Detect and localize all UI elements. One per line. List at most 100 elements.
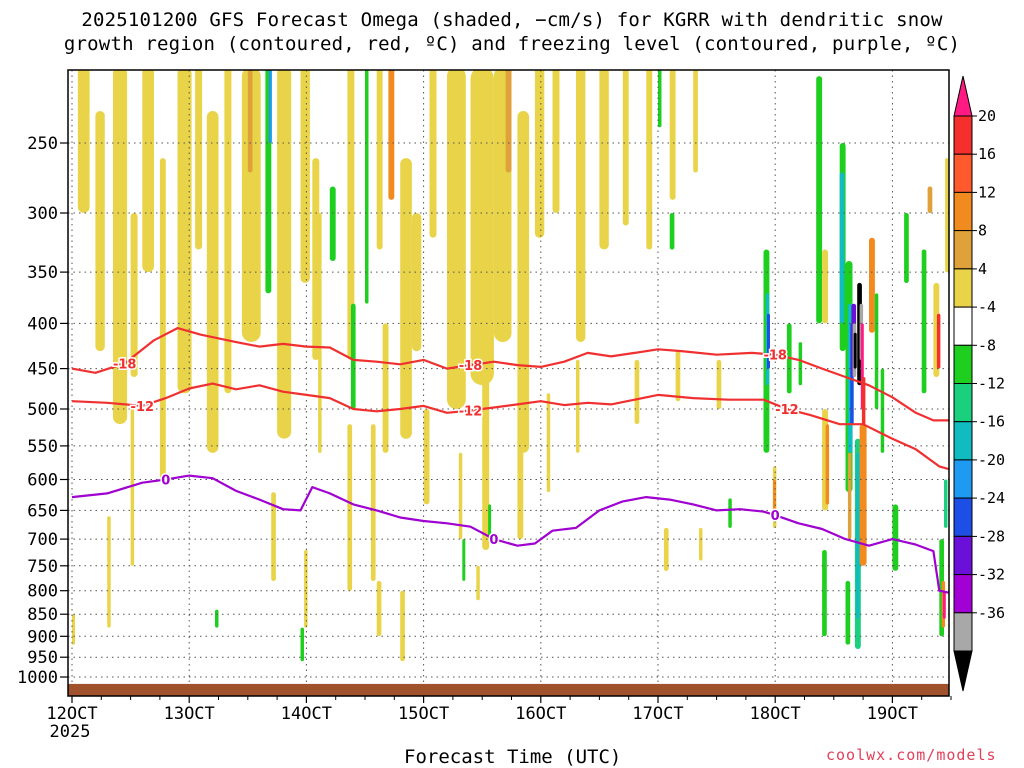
- omega-shade-cell: [534, 70, 545, 238]
- x-tick-label: 16OCT: [515, 704, 566, 724]
- omega-shade-cell: [300, 627, 304, 662]
- omega-shade-cell: [859, 424, 867, 566]
- omega-shade-cell: [482, 351, 490, 550]
- x-tick-label: 14OCT: [281, 704, 332, 724]
- omega-shade-cell: [716, 359, 722, 409]
- omega-shade-cell: [142, 70, 154, 273]
- colorbar-label: 20: [978, 107, 996, 125]
- contour-line: [71, 327, 949, 422]
- y-tick-label: 1000: [17, 668, 58, 688]
- omega-shade-cell: [669, 213, 675, 250]
- omega-shade-cell: [462, 539, 466, 581]
- x-tick-label: 18OCT: [750, 704, 801, 724]
- colorbar-swatch: [953, 191, 973, 232]
- colorbar-label: -8: [978, 336, 996, 354]
- omega-shade-cell: [845, 580, 851, 645]
- omega-shade-cell: [874, 293, 879, 409]
- colorbar-swatch: [953, 383, 973, 423]
- colorbar-swatch: [953, 268, 973, 308]
- omega-shade-cell: [663, 527, 669, 571]
- omega-shade-cell: [177, 70, 192, 394]
- x-tick-year: 2025: [50, 722, 91, 742]
- omega-shade-cell: [552, 70, 560, 213]
- omega-shade-cell: [576, 70, 586, 342]
- omega-shade-cell: [77, 70, 90, 213]
- y-tick-label: 400: [27, 314, 58, 334]
- contour-label: -18: [113, 357, 137, 372]
- contour-label: 0: [489, 533, 498, 548]
- omega-shade-cell: [447, 70, 466, 409]
- omega-shade-cell: [429, 70, 437, 238]
- omega-shade-cell: [693, 70, 698, 173]
- omega-shade-cell: [880, 368, 885, 453]
- contour-label: -12: [459, 405, 483, 420]
- omega-shade-cell: [400, 158, 412, 439]
- omega-shade-cell: [825, 424, 830, 505]
- omega-shade-cell: [839, 172, 845, 324]
- omega-shade-cell: [945, 158, 949, 273]
- omega-shade-cell: [634, 359, 640, 425]
- colorbar-swatch: [953, 306, 973, 346]
- y-tick-label: 500: [27, 400, 58, 420]
- omega-shade-cell: [271, 492, 276, 581]
- x-tick-label: 19OCT: [867, 704, 918, 724]
- omega-shade-cell: [546, 393, 551, 493]
- colorbar-bottom-arrow: [953, 650, 973, 692]
- contour-line: [71, 382, 949, 471]
- colorbar: 20 16 12 8 4 -4 -8 -12 -16 -20 -24 -28 -32 -36: [953, 75, 1005, 692]
- y-tick-label: 950: [27, 648, 58, 668]
- y-tick-label: 800: [27, 582, 58, 602]
- contour-label: 0: [771, 509, 780, 524]
- colorbar-swatch: [953, 574, 973, 614]
- omega-shade-cell: [241, 70, 261, 342]
- omega-shade-cell: [942, 590, 946, 619]
- colorbar-label: -12: [978, 375, 1005, 393]
- colorbar-swatch: [953, 230, 973, 270]
- omega-shade-cell: [892, 504, 899, 571]
- y-tick-label: 350: [27, 263, 58, 283]
- omega-shade-cell: [423, 409, 430, 505]
- omega-shade-cell: [388, 70, 395, 200]
- contour-lines: -18 -18 -18 -12 -12 -12 0 0 0: [71, 327, 949, 594]
- omega-shade-cell: [856, 452, 860, 619]
- ground-fill: [68, 683, 949, 696]
- omega-shade-cell: [107, 516, 111, 628]
- chart-title: 2025101200 GFS Forecast Omega (shaded, −…: [63, 9, 961, 55]
- omega-shade-cell: [646, 70, 653, 250]
- contour-label: 0: [161, 474, 170, 489]
- plot-frame: [67, 69, 950, 697]
- x-tick-label: 13OCT: [164, 704, 215, 724]
- omega-shade-cell: [936, 313, 941, 369]
- colorbar-label: 8: [978, 222, 987, 240]
- omega-shade-cell: [853, 332, 857, 369]
- omega-shade-cell: [576, 359, 580, 453]
- omega-shade-cell: [847, 452, 852, 540]
- colorbar-label: -16: [978, 413, 1005, 431]
- colorbar-swatch: [953, 115, 973, 155]
- omega-shade-cell: [699, 527, 703, 561]
- omega-shade-cell: [365, 70, 369, 304]
- colorbar-label: -24: [978, 489, 1005, 507]
- omega-shade-cell: [944, 479, 948, 528]
- omega-shade-cell: [376, 580, 382, 637]
- colorbar-swatch: [953, 497, 973, 537]
- omega-shade-cell: [517, 111, 530, 453]
- colorbar-swatch: [953, 344, 973, 384]
- omega-shade-cell: [277, 70, 292, 439]
- contour-label: -12: [775, 403, 799, 418]
- y-tick-label: 900: [27, 627, 58, 647]
- omega-shade-cell: [488, 504, 492, 539]
- colorbar-swatch: [953, 421, 973, 461]
- colorbar-swatch: [953, 612, 973, 652]
- omega-shade-cell: [921, 249, 927, 394]
- omega-shade-cell: [247, 70, 253, 173]
- omega-shade-cell: [822, 550, 827, 637]
- x-tick-label: 17OCT: [632, 704, 683, 724]
- omega-shade-cell: [215, 609, 219, 628]
- colorbar-swatch: [953, 459, 973, 499]
- omega-shade-cell: [300, 70, 310, 283]
- omega-shade-cell: [224, 70, 232, 394]
- omega-shade-cell: [400, 590, 405, 662]
- x-tick-label: 15OCT: [398, 704, 449, 724]
